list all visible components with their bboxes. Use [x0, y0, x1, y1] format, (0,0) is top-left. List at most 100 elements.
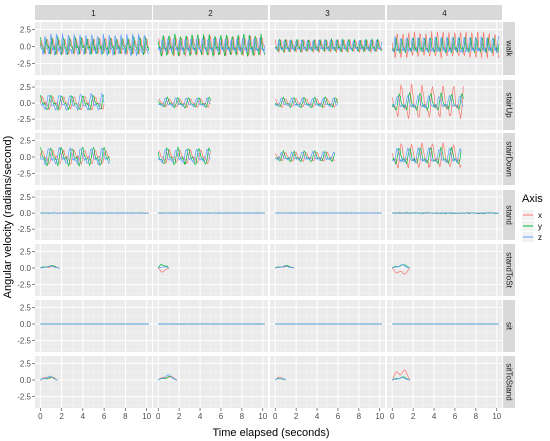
series-line-x	[391, 369, 411, 381]
column-strip-label: 4	[442, 9, 447, 18]
row-strip-label: standToSt	[505, 252, 514, 288]
series-line-y	[39, 146, 110, 167]
x-tick-label: 8	[240, 412, 245, 421]
x-tick-label: 4	[315, 412, 320, 421]
row-strip-label: stand	[505, 205, 514, 225]
column-strip-label: 2	[208, 9, 213, 18]
legend: Axis xyz	[522, 193, 543, 242]
y-tick-label: 0.0	[20, 99, 32, 108]
row-strip-stairUp	[503, 80, 515, 130]
y-tick-label: 0.0	[20, 42, 32, 51]
facet-panel-sit-2	[153, 300, 268, 352]
series-line-z	[392, 376, 411, 381]
series-line-z	[274, 97, 339, 108]
legend-label: y	[538, 222, 542, 231]
x-tick-label: 2	[59, 412, 64, 421]
row-strip-sit	[503, 300, 515, 352]
series-line-y	[392, 264, 411, 269]
facet-panel-stand-1	[35, 190, 152, 240]
series-line-z	[39, 146, 110, 166]
y-axis-ticks: -2.5 0.0 2.5 -2.5 0.0 2.5 -2.5 0.0 2.5 -2.5 0.0 2.5…	[17, 25, 35, 402]
facet-panel-stairUp-1	[35, 80, 152, 130]
x-tick-label: 4	[432, 412, 437, 421]
column-strip-4	[387, 5, 502, 20]
row-strip-label: walk	[505, 39, 514, 57]
series-line-z	[275, 265, 295, 269]
x-tick-label: 10	[258, 412, 267, 421]
facet-panels	[35, 22, 502, 408]
series-line-z	[40, 375, 58, 381]
column-strip-label: 3	[325, 9, 330, 18]
series-line-y	[39, 94, 105, 112]
y-tick-label: -2.5	[17, 59, 31, 68]
x-tick-label: 6	[336, 412, 341, 421]
series-line-z	[392, 146, 462, 164]
row-strip-standToSit	[503, 244, 515, 296]
y-tick-label: -2.5	[17, 115, 31, 124]
row-strip-sitToStand	[503, 356, 515, 408]
facet-panel-sitToStand-3	[270, 356, 385, 408]
facet-panel-stand-3	[270, 190, 385, 240]
row-strip-stand	[503, 190, 515, 240]
y-tick-label: -2.5	[17, 281, 31, 290]
series-line-x	[39, 149, 110, 166]
x-tick-label: 4	[198, 412, 203, 421]
column-strip-2	[153, 5, 268, 20]
x-tick-label: 2	[177, 412, 182, 421]
y-tick-label: -2.5	[17, 337, 31, 346]
facet-panel-stand-2	[153, 190, 268, 240]
facet-panel-standToSit-4	[387, 244, 502, 296]
row-strips: walk stairUp stairDown stand standToSt sit sit…	[503, 22, 515, 408]
x-tick-label: 8	[357, 412, 362, 421]
y-tick-label: 2.5	[20, 247, 32, 256]
series-line-z	[392, 35, 500, 55]
facet-panel-standToSit-3	[270, 244, 385, 296]
facet-panel-walk-4	[387, 22, 502, 75]
facet-panel-stairUp-4	[387, 80, 502, 130]
series-line-y	[40, 265, 60, 269]
series-line-z	[39, 33, 150, 57]
x-axis-ticks: 0 2 4 6 8 10 0 2 4 6 8 10 0 2 4 6 8 10 0 2 4 6 8 10	[38, 408, 502, 421]
series-line-z	[392, 264, 411, 269]
facet-panel-walk-1	[35, 22, 152, 75]
row-strip-label: sit	[505, 322, 514, 331]
facet-panel-stairUp-2	[153, 80, 268, 130]
x-tick-label: 0	[390, 412, 395, 421]
series-line-y	[391, 91, 464, 112]
facet-panel-stairDown-2	[153, 133, 268, 185]
facet-panel-standToSit-1	[35, 244, 152, 296]
x-tick-label: 0	[156, 412, 161, 421]
series-line-z	[158, 266, 169, 269]
facet-panel-walk-3	[270, 22, 385, 75]
facet-panel-sitToStand-2	[153, 356, 268, 408]
y-tick-label: 0.0	[20, 320, 32, 329]
facet-panel-sit-3	[270, 300, 385, 352]
series-line-z	[157, 148, 211, 164]
row-strip-walk	[503, 22, 515, 75]
y-tick-label: 2.5	[20, 359, 32, 368]
facet-panel-stairDown-1	[35, 133, 152, 185]
y-tick-label: 2.5	[20, 83, 32, 92]
column-strip-1	[35, 5, 152, 20]
x-tick-label: 8	[474, 412, 479, 421]
x-axis-title: Time elapsed (seconds)	[213, 427, 330, 439]
series-line-y	[274, 37, 383, 54]
legend-label: z	[538, 233, 542, 242]
series-line-y	[391, 146, 462, 166]
series-line-z	[40, 92, 105, 112]
y-tick-label: 0.0	[20, 376, 32, 385]
series-line-z	[274, 377, 286, 381]
y-tick-label: 2.5	[20, 193, 32, 202]
x-tick-label: 8	[123, 412, 128, 421]
facet-panel-sitToStand-1	[35, 356, 152, 408]
legend-title: Axis	[522, 193, 543, 205]
row-strip-label: sitToStand	[505, 363, 514, 400]
y-tick-label: 2.5	[20, 136, 32, 145]
y-tick-label: -2.5	[17, 393, 31, 402]
facet-panel-walk-2	[153, 22, 268, 75]
legend-label: x	[538, 211, 542, 220]
series-line-y	[274, 149, 336, 163]
x-tick-label: 2	[411, 412, 416, 421]
series-line-y	[157, 33, 266, 57]
